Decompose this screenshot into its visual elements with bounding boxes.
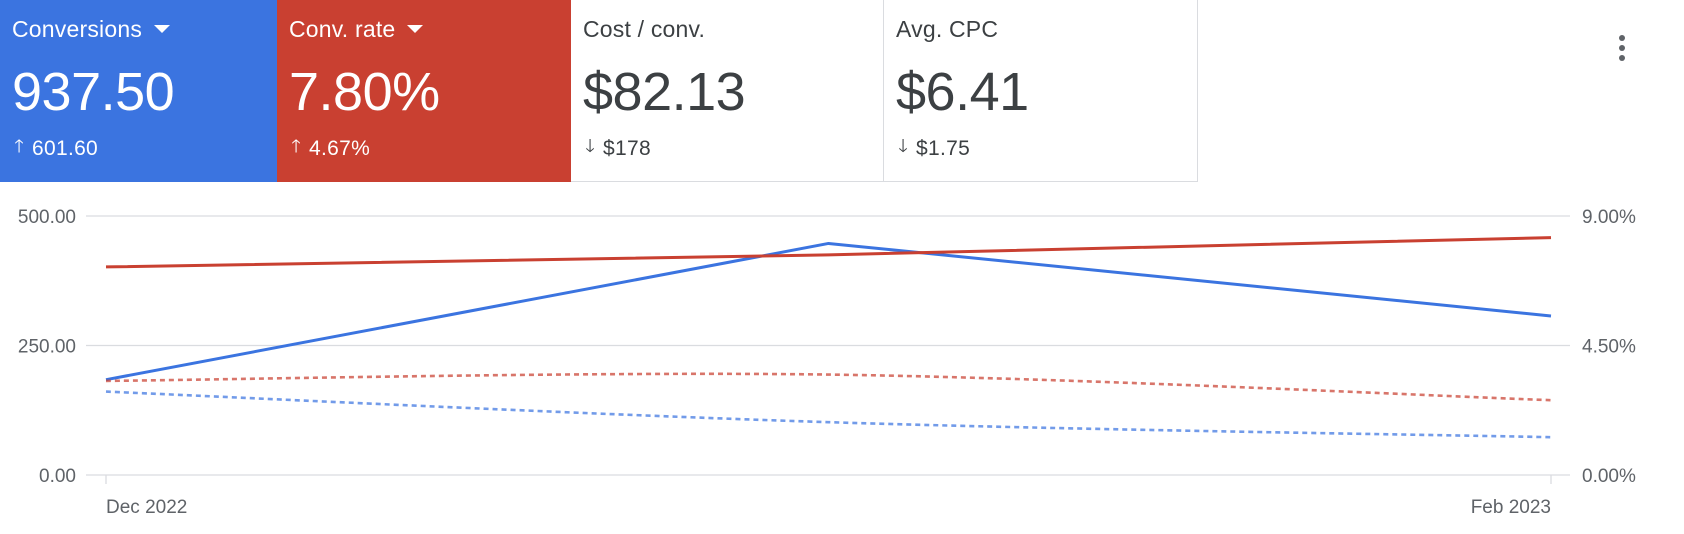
- series-group: [105, 236, 1552, 439]
- scorecard-cost-per-conv[interactable]: Cost / conv. $82.13 🡓 $178: [571, 0, 884, 182]
- conversions-line: [105, 241, 1552, 382]
- dropdown-arrow-icon[interactable]: [154, 25, 171, 33]
- scorecard-value: 937.50: [12, 62, 175, 122]
- scorecard-title[interactable]: Cost / conv.: [583, 14, 883, 44]
- menu-dot: [1619, 35, 1625, 41]
- scorecard-avg-cpc[interactable]: Avg. CPC $6.41 🡓 $1.75: [884, 0, 1198, 182]
- arrow-down-icon: 🡓: [585, 136, 595, 156]
- scorecard-title[interactable]: Avg. CPC: [896, 14, 1197, 44]
- scorecard-value: 7.80%: [289, 62, 440, 122]
- scorecard-title[interactable]: Conv. rate: [289, 14, 571, 44]
- scorecard-change-value: 601.60: [32, 137, 99, 160]
- dropdown-arrow-icon[interactable]: [407, 25, 424, 33]
- right-axis: 0.00% 4.50% 9.00%: [1582, 207, 1636, 487]
- scorecard-change: 🡑 601.60: [12, 134, 277, 164]
- conv-rate-line: [105, 236, 1552, 269]
- comparison-conv-rate-line: [105, 372, 1552, 402]
- right-axis-tick-label: 9.00%: [1582, 207, 1636, 228]
- arrow-down-icon: 🡓: [898, 136, 908, 156]
- arrow-up-icon: 🡑: [14, 136, 24, 156]
- scorecard-conversions[interactable]: Conversions 937.50 🡑 601.60: [0, 0, 277, 182]
- left-axis-tick-label: 250.00: [18, 337, 76, 358]
- scorecard-change-value: $1.75: [916, 137, 971, 160]
- scorecard-title-label: Conversions: [12, 15, 143, 42]
- menu-dot: [1619, 55, 1625, 61]
- scorecard-value: $6.41: [896, 62, 1029, 122]
- left-axis: 0.00 250.00 500.00: [18, 207, 76, 487]
- scorecard-title-label: Conv. rate: [289, 15, 396, 42]
- x-axis-tick-label: Dec 2022: [106, 497, 187, 518]
- right-axis-tick-label: 0.00%: [1582, 466, 1636, 487]
- x-axis-tick-label: Feb 2023: [1471, 497, 1551, 518]
- scorecard-change: 🡑 4.67%: [289, 134, 571, 164]
- left-axis-tick-label: 500.00: [18, 207, 76, 228]
- performance-line-chart: 0.00 250.00 500.00 0.00% 4.50% 9.00% Dec 2022 F…: [18, 207, 1636, 518]
- scorecard-value: $82.13: [583, 62, 746, 122]
- arrow-up-icon: 🡑: [291, 136, 301, 156]
- scorecard-change: 🡓 $1.75: [896, 134, 1197, 164]
- scorecard-row: Conversions 937.50 🡑 601.60 Conv. rate 7…: [0, 0, 1240, 182]
- scorecard-change-value: 4.67%: [309, 137, 371, 160]
- x-axis: Dec 2022 Feb 2023: [105, 475, 1552, 518]
- gridlines: [86, 215, 1570, 476]
- scorecard-title[interactable]: Conversions: [12, 14, 277, 44]
- scorecard-title-label: Cost / conv.: [583, 15, 706, 42]
- scorecard-change-value: $178: [603, 137, 651, 160]
- scorecard-change: 🡓 $178: [583, 134, 883, 164]
- more-vert-icon[interactable]: [1608, 28, 1636, 68]
- right-axis-tick-label: 4.50%: [1582, 337, 1636, 358]
- menu-dot: [1619, 45, 1625, 51]
- scorecard-title-label: Avg. CPC: [896, 15, 999, 42]
- comparison-conversions-line: [105, 390, 1552, 439]
- scorecard-conv-rate[interactable]: Conv. rate 7.80% 🡑 4.67%: [277, 0, 571, 182]
- left-axis-tick-label: 0.00: [39, 466, 76, 487]
